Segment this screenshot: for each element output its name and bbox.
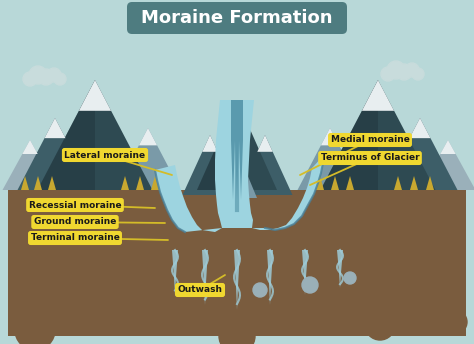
Polygon shape	[234, 250, 240, 310]
Polygon shape	[346, 176, 354, 190]
Polygon shape	[410, 118, 430, 138]
Polygon shape	[440, 140, 456, 154]
Polygon shape	[48, 176, 56, 190]
Polygon shape	[235, 100, 239, 228]
Polygon shape	[331, 176, 339, 190]
Circle shape	[443, 310, 467, 334]
Polygon shape	[217, 150, 257, 198]
Polygon shape	[151, 176, 159, 190]
Polygon shape	[320, 80, 436, 190]
Polygon shape	[302, 250, 308, 295]
Circle shape	[365, 310, 395, 340]
Polygon shape	[155, 165, 222, 232]
Polygon shape	[252, 155, 324, 230]
Text: Terminal moraine: Terminal moraine	[30, 234, 119, 243]
Polygon shape	[231, 150, 243, 163]
Circle shape	[405, 63, 419, 77]
Polygon shape	[21, 176, 29, 190]
Polygon shape	[182, 135, 237, 195]
Bar	[8, 8, 466, 208]
Polygon shape	[121, 176, 129, 190]
Polygon shape	[45, 118, 65, 138]
Polygon shape	[202, 250, 208, 305]
Polygon shape	[215, 100, 254, 228]
Polygon shape	[321, 128, 339, 146]
Text: Moraine Formation: Moraine Formation	[141, 9, 333, 27]
Polygon shape	[394, 176, 402, 190]
Circle shape	[54, 73, 66, 85]
Polygon shape	[237, 135, 292, 195]
Polygon shape	[420, 140, 474, 190]
Polygon shape	[383, 118, 457, 190]
Polygon shape	[316, 176, 324, 190]
Polygon shape	[267, 250, 273, 305]
Polygon shape	[116, 128, 181, 190]
Circle shape	[15, 310, 55, 344]
Circle shape	[344, 272, 356, 284]
Polygon shape	[362, 80, 394, 111]
Polygon shape	[239, 100, 243, 228]
Circle shape	[38, 69, 54, 85]
Polygon shape	[257, 135, 273, 152]
Polygon shape	[410, 176, 418, 190]
Text: Ground moraine: Ground moraine	[34, 217, 116, 226]
Polygon shape	[37, 80, 95, 190]
Polygon shape	[18, 118, 92, 190]
Polygon shape	[172, 250, 178, 295]
Text: Recessial moraine: Recessial moraine	[29, 201, 121, 209]
Polygon shape	[298, 128, 363, 190]
Polygon shape	[79, 80, 111, 111]
Polygon shape	[37, 80, 153, 190]
Text: Medial moraine: Medial moraine	[330, 136, 410, 144]
Circle shape	[253, 283, 267, 297]
Polygon shape	[22, 140, 38, 154]
Polygon shape	[197, 100, 277, 190]
Polygon shape	[337, 250, 343, 288]
Circle shape	[396, 64, 412, 80]
Polygon shape	[320, 80, 378, 190]
Circle shape	[302, 277, 318, 293]
Circle shape	[47, 68, 61, 82]
Polygon shape	[2, 140, 57, 190]
Polygon shape	[231, 100, 235, 228]
Polygon shape	[226, 100, 248, 125]
Polygon shape	[136, 176, 144, 190]
Circle shape	[381, 67, 395, 81]
Circle shape	[23, 72, 37, 86]
Polygon shape	[202, 135, 218, 152]
Bar	[8, 190, 466, 336]
Text: Outwash: Outwash	[177, 286, 222, 294]
Circle shape	[29, 66, 47, 84]
Polygon shape	[8, 290, 466, 336]
Circle shape	[387, 61, 405, 79]
Polygon shape	[139, 128, 157, 146]
Circle shape	[412, 68, 424, 80]
Polygon shape	[34, 176, 42, 190]
Polygon shape	[426, 176, 434, 190]
Text: Terminus of Glacier: Terminus of Glacier	[321, 153, 419, 162]
Text: Lateral moraine: Lateral moraine	[64, 151, 146, 160]
FancyBboxPatch shape	[127, 2, 347, 34]
Polygon shape	[197, 100, 237, 190]
Circle shape	[219, 318, 255, 344]
